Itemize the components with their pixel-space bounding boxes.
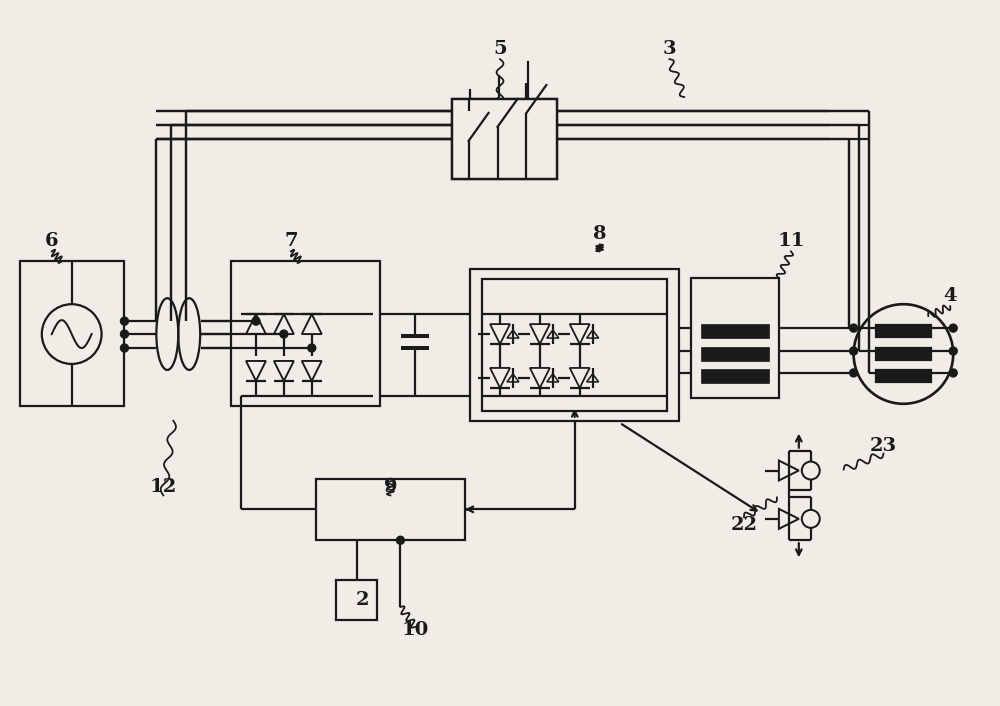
Text: 5: 5 — [493, 40, 507, 58]
Circle shape — [120, 317, 128, 325]
Text: 2: 2 — [356, 591, 369, 609]
Bar — [691, 278, 779, 397]
Text: 4: 4 — [943, 287, 957, 305]
Text: 22: 22 — [731, 516, 758, 534]
Bar — [876, 325, 931, 337]
Bar — [701, 347, 769, 361]
Circle shape — [280, 330, 288, 338]
Bar — [452, 99, 557, 179]
Circle shape — [120, 344, 128, 352]
Circle shape — [850, 369, 858, 377]
Bar — [482, 280, 667, 411]
Bar — [701, 324, 769, 338]
Circle shape — [252, 317, 260, 325]
Text: 6: 6 — [45, 232, 59, 251]
Bar — [20, 261, 124, 406]
Bar — [452, 99, 557, 179]
Bar — [876, 348, 931, 360]
Bar — [470, 269, 679, 421]
Bar — [701, 369, 769, 383]
Text: 9: 9 — [384, 479, 397, 496]
Circle shape — [308, 344, 316, 352]
Circle shape — [949, 324, 957, 332]
Text: 10: 10 — [402, 621, 429, 639]
Bar — [876, 370, 931, 382]
Text: 7: 7 — [284, 232, 298, 251]
Circle shape — [120, 330, 128, 338]
Circle shape — [850, 324, 858, 332]
Text: 3: 3 — [663, 40, 676, 58]
Text: 11: 11 — [777, 232, 805, 251]
Bar — [231, 261, 380, 406]
Circle shape — [850, 347, 858, 355]
Circle shape — [949, 369, 957, 377]
Bar — [336, 580, 377, 620]
Circle shape — [396, 537, 404, 544]
Bar — [452, 99, 557, 179]
Text: 8: 8 — [593, 225, 606, 244]
Text: 12: 12 — [150, 479, 177, 496]
Circle shape — [949, 347, 957, 355]
Bar — [316, 479, 465, 540]
Text: 23: 23 — [870, 436, 897, 455]
